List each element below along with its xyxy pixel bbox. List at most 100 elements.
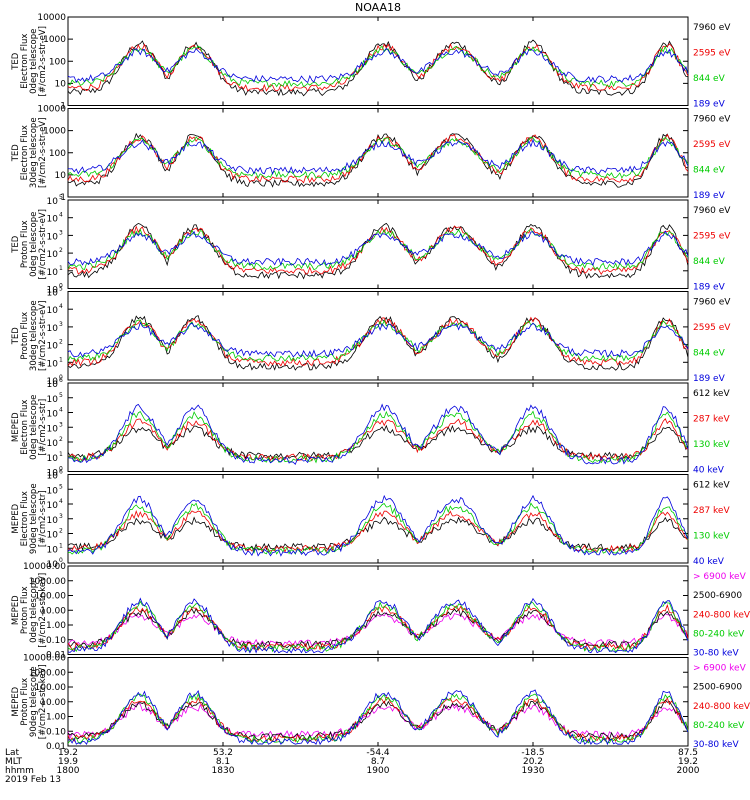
series-line-189-ev — [67, 321, 689, 358]
panel-1: 1 10 100 1000 10000 TED Electron Flux 0deg tele… — [11, 13, 731, 112]
y-tick-label: 10 — [47, 342, 59, 352]
legend-2595-ev: 2595 eV — [693, 140, 731, 150]
y-axis-label-line: MEPED — [11, 595, 21, 625]
y-axis-label-line: Electron Flux — [20, 34, 30, 89]
y-tick-label: 10 — [55, 79, 67, 89]
legend-2595-ev: 2595 eV — [693, 323, 731, 333]
legend-189-ev: 189 eV — [693, 374, 726, 384]
y-axis-label-line: MEPED — [11, 503, 21, 533]
y-tick-exponent: 2 — [59, 528, 63, 535]
legend-844-ev: 844 eV — [693, 166, 726, 176]
y-tick-exponent: 6 — [59, 377, 63, 384]
y-axis-label-line: Proton Flux — [20, 312, 30, 360]
series-line-240-800-kev — [67, 696, 689, 743]
y-tick-label: 1 — [60, 193, 66, 203]
y-tick-label: 10 — [47, 197, 59, 207]
legend-612-kev: 612 keV — [693, 389, 730, 399]
legend-7960-ev: 7960 eV — [693, 23, 731, 33]
y-axis-label-line: TED — [11, 52, 21, 71]
series-line-2595-ev — [67, 316, 689, 367]
series-line-80-240-kev — [67, 692, 689, 744]
y-axis-label-line: Proton Flux — [20, 220, 30, 268]
y-axis-label-line: 30deg telescope — [29, 300, 39, 371]
y-tick-label: 100.00 — [35, 592, 67, 602]
date-label: 2019 Feb 13 — [5, 775, 61, 785]
y-tick-label: 10 — [47, 268, 59, 278]
panel-frame — [67, 199, 689, 289]
y-tick-label: 10 — [47, 215, 59, 225]
y-tick-exponent: 5 — [59, 392, 63, 399]
y-axis-label-line: 0deg telescope — [29, 29, 39, 94]
y-tick-label: 0.10 — [46, 636, 66, 646]
x-tick-label-mlt: 19.9 — [58, 757, 78, 767]
y-tick-exponent: 1 — [59, 356, 63, 363]
y-tick-label: 10 — [47, 531, 59, 541]
y-axis-label: MEPED Proton Flux 90deg telescope [#/cm2-s-… — [11, 664, 48, 739]
legend--6900-kev: > 6900 keV — [693, 664, 747, 674]
y-axis-label-line: MEPED — [11, 412, 21, 442]
x-tick-label-hhmm: 1830 — [212, 766, 235, 776]
series-line-844-ev — [67, 136, 689, 180]
y-tick-label: 10 — [47, 545, 59, 555]
y-tick-exponent: 4 — [59, 407, 63, 414]
y-tick-label: 1.00 — [46, 621, 66, 631]
x-tick-label-mlt: 8.1 — [216, 757, 230, 767]
y-tick-label: 100 — [49, 149, 66, 159]
legend-2500-6900: 2500-6900 — [693, 591, 742, 601]
y-tick-exponent: 5 — [59, 286, 63, 293]
series-line-130-kev — [67, 410, 689, 464]
series-line-30-80-kev — [67, 597, 689, 654]
y-tick-label: 10 — [47, 289, 59, 299]
y-axis-label: MEPED Electron Flux 0deg telescope [#/cm2-s… — [11, 395, 48, 460]
series-line-844-ev — [67, 45, 689, 88]
y-axis-label-line: 0deg telescope — [29, 395, 39, 460]
y-tick-label: 1000 — [43, 35, 66, 45]
panel-frame — [67, 382, 689, 472]
legend-189-ev: 189 eV — [693, 100, 726, 110]
y-tick-exponent: 4 — [59, 212, 63, 219]
y-tick-label: 0.01 — [46, 651, 66, 661]
y-tick-exponent: 2 — [59, 436, 63, 443]
legend-2595-ev: 2595 eV — [693, 232, 731, 242]
x-tick-label-hhmm: 1800 — [57, 766, 80, 776]
y-tick-label: 10 — [47, 380, 59, 390]
y-axis-label-line: [#/cm2-s-str-eV] — [38, 209, 48, 279]
y-tick-label: 10 — [47, 232, 59, 242]
legend-40-kev: 40 keV — [693, 557, 725, 567]
y-tick-label: 10 — [47, 501, 59, 511]
y-axis-label-line: 90deg telescope — [29, 483, 39, 554]
y-tick-label: 100 — [49, 57, 66, 67]
y-tick-label: 10 — [47, 410, 59, 420]
panel-7: 0.010.101.0010.00100.001000.0010000.00ME… — [11, 562, 750, 661]
y-axis-label: TED Proton Flux 0deg telescope [#/cm2-s-str… — [11, 209, 48, 279]
y-axis-label-line: 90deg telescope — [29, 666, 39, 737]
series-line-30-80-kev — [67, 689, 689, 746]
y-tick-label: 1 — [60, 102, 66, 112]
y-axis-label-line: Electron Flux — [20, 491, 30, 546]
x-tick-label-lat: -18.5 — [521, 748, 544, 758]
x-tick-label-hhmm: 1930 — [522, 766, 545, 776]
y-axis-label-line: [#/cm2-s-str-eV] — [38, 118, 48, 188]
y-axis-label-line: 30deg telescope — [29, 117, 39, 188]
x-tick-label-mlt: 20.2 — [523, 757, 543, 767]
y-tick-exponent: 0 — [59, 374, 63, 381]
series-line-612-kev — [67, 516, 689, 552]
series-line-130-kev — [67, 502, 689, 556]
series-line-2500-6900 — [67, 607, 689, 650]
legend-130-kev: 130 keV — [693, 532, 730, 542]
series-line-189-ev — [67, 138, 689, 176]
y-tick-exponent: 3 — [59, 321, 63, 328]
legend-7960-ev: 7960 eV — [693, 115, 731, 125]
y-tick-label: 10 — [47, 486, 59, 496]
y-tick-label: 10 — [47, 306, 59, 316]
x-row-label-hhmm: hhmm — [5, 766, 34, 776]
legend-2500-6900: 2500-6900 — [693, 683, 742, 693]
y-tick-exponent: 1 — [59, 542, 63, 549]
y-axis-label: MEPED Proton Flux 0deg telescope [#/cm2-s-s… — [11, 573, 48, 648]
series-line-7960-ev — [67, 39, 688, 97]
y-tick-exponent: 6 — [59, 469, 63, 476]
legend-612-kev: 612 keV — [693, 481, 730, 491]
y-tick-label: 10000 — [37, 105, 66, 115]
legend-844-ev: 844 eV — [693, 74, 726, 84]
